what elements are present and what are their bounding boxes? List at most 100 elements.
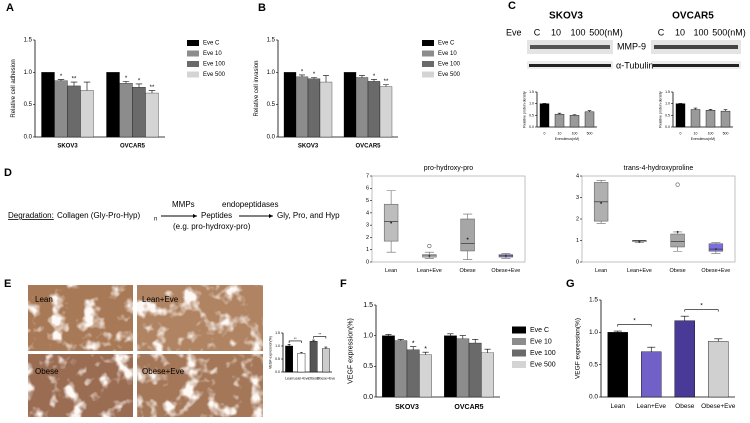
error-bar xyxy=(708,108,713,111)
mean-marker xyxy=(428,254,431,257)
x-tick-label: 500 xyxy=(723,131,729,135)
bar xyxy=(41,72,55,138)
bar xyxy=(406,349,420,398)
significance: ** xyxy=(72,77,77,83)
bar xyxy=(419,354,432,398)
error-bar xyxy=(359,75,365,78)
significance: * xyxy=(424,346,427,353)
mean-marker xyxy=(600,201,603,204)
y-tick-label: 1.5 xyxy=(589,297,598,304)
significance: * xyxy=(313,72,316,78)
bar xyxy=(145,92,159,138)
mean-marker xyxy=(504,254,507,257)
x-tick-label: 10 xyxy=(558,131,562,135)
bar xyxy=(584,111,595,128)
y-tick-label: 1.5 xyxy=(24,38,33,44)
x-tick-label: SKOV3 xyxy=(298,144,319,150)
significance: * xyxy=(633,317,636,324)
x-tick-label: OVCAR5 xyxy=(355,144,381,150)
error-bar xyxy=(299,74,305,77)
significance-bracket xyxy=(288,340,302,343)
bar xyxy=(355,77,369,138)
legend-label: Eve 500 xyxy=(530,361,556,368)
ihc-texture xyxy=(28,285,133,351)
ihc-label: Lean+Eve xyxy=(142,295,179,304)
x-tick-label: Lean xyxy=(285,376,293,380)
x-tick-label: 0 xyxy=(544,131,546,135)
mean-marker xyxy=(676,230,679,233)
y-tick-label: 0.0 xyxy=(589,394,598,401)
error-bar xyxy=(422,351,429,355)
legend-label: Eve C xyxy=(530,327,549,334)
y-tick-label: 0.0 xyxy=(24,135,33,141)
legend-label: Eve 10 xyxy=(530,338,552,345)
panel-letters: A B C D E F G xyxy=(4,0,575,290)
bar xyxy=(309,341,318,373)
cell-line: OVCAR5 xyxy=(672,11,714,22)
significance: * xyxy=(373,74,376,80)
bar xyxy=(343,72,357,138)
legend-label: Eve 100 xyxy=(203,62,226,68)
y-tick-label: 0.0 xyxy=(363,394,373,401)
y-axis-label: VEGF expression(%) xyxy=(268,336,272,369)
error-bar xyxy=(323,75,329,83)
y-tick-label: 0.5 xyxy=(529,113,534,117)
ihc-texture xyxy=(28,354,133,417)
error-bar xyxy=(447,333,454,336)
x-tick-label: Obese+Eve xyxy=(491,268,520,274)
y-tick-label: 1.0 xyxy=(267,70,276,76)
outlier xyxy=(427,243,432,249)
bar xyxy=(322,348,330,373)
y-tick-label: 1.0 xyxy=(275,344,280,348)
y-tick-label: 7 xyxy=(366,173,369,179)
enzyme: MMPs xyxy=(172,200,195,209)
bar xyxy=(456,338,470,398)
legend-label: Eve 100 xyxy=(530,350,556,357)
significance: * xyxy=(301,69,304,75)
y-axis-label: Relative cell invasion xyxy=(254,60,260,116)
box xyxy=(708,243,724,252)
bar xyxy=(674,320,696,398)
x-tick-label: Lean+Eve xyxy=(417,268,442,274)
error-bar xyxy=(83,81,91,91)
y-tick-label: 0.5 xyxy=(363,363,373,370)
bar xyxy=(675,103,686,128)
bar xyxy=(394,340,408,398)
degradation-diagram: Degradation: Collagen (Gly-Pro-Hyp) n MM… xyxy=(8,200,340,231)
x-tick-label: 100 xyxy=(708,131,714,135)
error-bar xyxy=(383,84,389,87)
legend-swatch xyxy=(512,349,526,357)
x-tick-label: Lean xyxy=(595,268,607,274)
y-tick-label: 1 xyxy=(366,247,369,253)
y-tick-label: 0.0 xyxy=(267,135,276,141)
arrowhead xyxy=(269,214,273,218)
error-bar xyxy=(459,335,466,339)
y-tick-label: 3 xyxy=(576,195,579,201)
significance: ** xyxy=(294,337,297,341)
western-blot: SKOV3 OVCAR5 Eve C 10 100 500(nM) C 10 1… xyxy=(506,11,746,71)
legend-label: Eve C xyxy=(438,41,455,47)
error-bar xyxy=(122,81,130,84)
bar xyxy=(367,81,381,138)
legend-label: Eve 500 xyxy=(203,72,226,78)
bar xyxy=(295,76,309,138)
cell-line: SKOV3 xyxy=(549,11,583,22)
ihc-texture xyxy=(137,285,263,351)
dose: C xyxy=(534,27,541,37)
outlier xyxy=(675,182,680,187)
y-tick-label: 0.0 xyxy=(275,370,280,374)
mean-marker xyxy=(466,237,469,240)
y-tick-label: 2 xyxy=(366,235,369,241)
blot-band xyxy=(654,45,738,49)
bar xyxy=(708,341,729,398)
bar xyxy=(554,113,565,128)
bar xyxy=(481,352,494,398)
significance-bracket xyxy=(617,324,652,327)
x-tick-label: Obese+Eve xyxy=(317,376,335,380)
x-tick-label: OVCAR5 xyxy=(454,404,483,411)
error-bar xyxy=(572,114,577,116)
x-tick-label: Obese xyxy=(675,403,695,410)
dose: C xyxy=(658,27,665,37)
panel-letter: F xyxy=(340,278,347,290)
